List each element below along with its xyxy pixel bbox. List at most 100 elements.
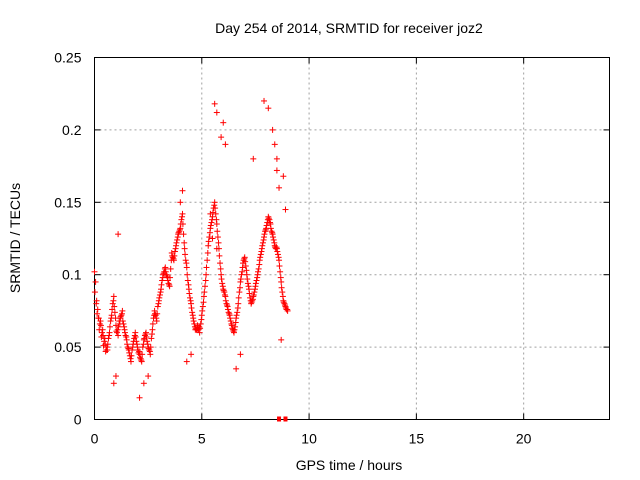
data-point	[177, 199, 184, 206]
data-point	[107, 318, 114, 325]
data-point	[248, 299, 255, 306]
x-tick-label: 20	[516, 431, 532, 447]
data-point	[202, 277, 209, 284]
data-point	[101, 335, 108, 342]
data-point	[219, 283, 226, 290]
data-point	[232, 323, 239, 330]
axis-ticks	[94, 57, 610, 420]
data-point	[187, 297, 194, 304]
data-point	[133, 341, 140, 348]
data-point	[191, 320, 198, 327]
data-point	[171, 248, 178, 255]
plot-frame	[94, 57, 610, 420]
data-point	[112, 322, 119, 329]
data-point	[220, 119, 227, 126]
data-point	[213, 245, 220, 252]
data-point	[103, 344, 110, 351]
data-point	[138, 357, 145, 364]
data-point	[162, 268, 169, 275]
data-point	[198, 316, 205, 323]
data-point	[262, 226, 269, 233]
data-point	[274, 248, 281, 255]
data-point	[123, 333, 130, 340]
data-point	[158, 281, 165, 288]
data-point	[274, 251, 281, 258]
y-axis-label: SRMTID / TECUs	[7, 183, 23, 293]
data-point	[112, 315, 119, 322]
data-point	[269, 229, 276, 236]
data-point	[101, 338, 108, 345]
data-point	[220, 287, 227, 294]
data-point	[196, 323, 203, 330]
data-point	[201, 289, 208, 296]
data-point	[233, 365, 240, 372]
data-point	[159, 277, 166, 284]
data-point	[206, 229, 213, 236]
data-point	[246, 290, 253, 297]
data-point	[184, 271, 191, 278]
data-point	[124, 341, 131, 348]
data-point	[189, 309, 196, 316]
data-point	[183, 260, 190, 267]
data-point	[239, 268, 246, 275]
data-point	[279, 289, 286, 296]
data-point	[171, 252, 178, 259]
data-point	[216, 252, 223, 259]
data-point	[263, 222, 270, 229]
data-point	[173, 239, 180, 246]
data-point	[141, 332, 148, 339]
y-tick-label: 0.2	[62, 122, 82, 138]
data-point	[125, 345, 132, 352]
data-point	[273, 244, 280, 251]
data-point	[188, 351, 195, 358]
x-tick-label: 10	[301, 431, 317, 447]
data-points	[91, 97, 291, 401]
data-point	[222, 141, 229, 148]
data-point	[254, 274, 261, 281]
data-point	[154, 310, 161, 317]
data-point	[137, 355, 144, 362]
data-point	[179, 213, 186, 220]
data-point	[131, 332, 138, 339]
data-point	[251, 289, 258, 296]
data-point	[135, 349, 142, 356]
data-point	[154, 303, 161, 310]
data-point	[240, 257, 247, 264]
data-point	[146, 346, 153, 353]
y-tick-label: 0.1	[62, 267, 82, 283]
data-point	[259, 242, 266, 249]
data-point	[139, 344, 146, 351]
data-point	[205, 238, 212, 245]
data-point	[213, 109, 220, 116]
data-point	[190, 318, 197, 325]
data-point	[180, 231, 187, 238]
tick-labels: 0 0.05 0.1 0.15 0.2 0.25 0 5 10 15 20	[54, 50, 531, 447]
data-point	[214, 228, 221, 235]
data-point	[174, 236, 181, 243]
data-point	[139, 351, 146, 358]
data-point	[261, 97, 268, 104]
data-point	[273, 155, 280, 162]
data-point	[252, 280, 259, 287]
data-point	[265, 105, 272, 112]
data-point	[176, 228, 183, 235]
grid-lines	[94, 57, 610, 420]
data-point	[253, 277, 260, 284]
data-point	[207, 210, 214, 217]
data-point	[93, 300, 100, 307]
data-point	[282, 305, 289, 312]
data-point	[146, 348, 153, 355]
data-point	[153, 315, 160, 322]
data-point	[204, 257, 211, 264]
data-point	[183, 358, 190, 365]
x-axis-label: GPS time / hours	[296, 457, 403, 473]
data-point	[118, 312, 125, 319]
data-point	[237, 351, 244, 358]
data-point	[186, 294, 193, 301]
data-point	[184, 277, 191, 284]
data-point	[179, 221, 186, 228]
data-point	[144, 341, 151, 348]
data-point	[252, 286, 259, 293]
data-point	[209, 235, 216, 242]
data-point	[236, 289, 243, 296]
